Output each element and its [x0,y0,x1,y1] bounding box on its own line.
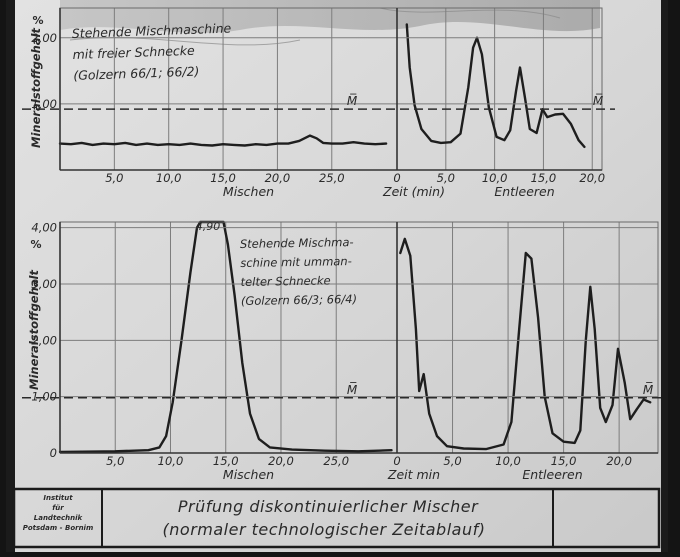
x-tick-label: 10,0 [158,454,184,468]
x-tick-label: 10,0 [495,454,521,468]
x-tick-label: 15,0 [531,171,557,185]
footer: Institut für Landtechnik Potsdam - Borni… [12,487,661,549]
x-tick-label: 10,0 [482,171,508,185]
right-border [661,0,668,552]
mean-label-left: M̅ [347,382,358,397]
y-tick-label: 1,00 [31,97,57,111]
x-tick-label: 15,0 [213,454,239,468]
x-tick-label: 5,0 [105,171,123,185]
left-border [6,0,15,552]
x-tick-label: 5,0 [437,171,455,185]
top-chart: 5,0 10,0 15,0 20,0 25,0 Mischen 0 5,0 10,0 15,0 20… [22,7,615,199]
peak-value-label: 4,90 [196,220,221,233]
caption-line-1: Prüfung diskontinuierlicher Mischer [178,497,479,516]
paper-background [6,0,668,552]
series-line-entleeren [405,23,586,149]
x-axis-label-mischen: Mischen [223,184,274,199]
legend-line: (Golzern 66/1; 66/2) [73,64,200,83]
y-tick-label: 4,00 [31,221,57,235]
legend-line: mit freier Schnecke [72,43,195,62]
legend-line: Stehende Mischmaschine [72,20,232,41]
legend-block: Stehende Mischma-schine mit umman-telter… [240,235,357,308]
y-axis-unit: % [30,238,41,251]
x-tick-label: 25,0 [323,454,349,468]
x-tick-label: 0 [393,171,400,185]
x-tick-label: 5,0 [443,454,461,468]
x-axis-label-mischen: Mischen [223,467,274,482]
footer-frame [12,487,661,549]
y-tick-label: 2,00 [31,333,57,347]
institute-line-3: Landtechnik [34,514,84,522]
x-tick-label: 10,0 [156,171,182,185]
caption-line-2: (normaler technologischer Zeitablauf) [163,520,486,539]
y-tick-label: 0 [50,446,57,460]
y-axis-title: Mineralstoffgehalt [29,28,43,148]
x-tick-label: 0 [393,454,400,468]
x-tick-label: 20,0 [265,171,291,185]
x-tick-label: 20,0 [579,171,605,185]
x-axis-label-entleeren: Entleeren [494,184,554,199]
institute-line-1: Institut [43,494,73,502]
x-tick-label: 25,0 [319,171,345,185]
legend-block: Stehende Mischmaschine mit freier Schneck… [72,20,232,83]
y-axis-unit: % [32,14,43,27]
x-tick-label: 20,0 [606,454,632,468]
y-tick-label: 3,00 [31,277,57,291]
x-axis-label-zeit: Zeit (min) [382,184,445,199]
mean-label-right: M̅ [643,382,654,397]
legend-line: telter Schnecke [240,273,330,289]
x-tick-label: 5,0 [106,454,124,468]
x-axis-label-zeit: Zeit min [387,467,440,482]
institute-line-2: für [52,504,64,512]
x-tick-label: 20,0 [268,454,294,468]
mean-label-left: M̅ [347,93,358,108]
institute-line-4: Potsdam - Bornim [23,524,94,532]
x-tick-label: 15,0 [551,454,577,468]
y-axis-title: Mineralstoffgehalt [27,270,41,390]
x-axis-label-entleeren: Entleeren [522,467,582,482]
legend-line: (Golzern 66/3; 66/4) [241,292,357,308]
y-tick-label: 2,00 [31,31,57,45]
legend-line: schine mit umman- [240,254,352,270]
series-line-mischen [58,134,388,147]
x-tick-label: 15,0 [210,171,236,185]
y-tick-label: 1,00 [31,390,57,404]
mean-label-right: M̅ [593,93,604,108]
legend-line: Stehende Mischma- [240,235,354,251]
bottom-chart: 5,0 10,0 15,0 20,0 25,0 Mischen 0 5,0 10,0 15,0 20… [22,220,664,482]
series-line-entleeren [399,237,652,451]
